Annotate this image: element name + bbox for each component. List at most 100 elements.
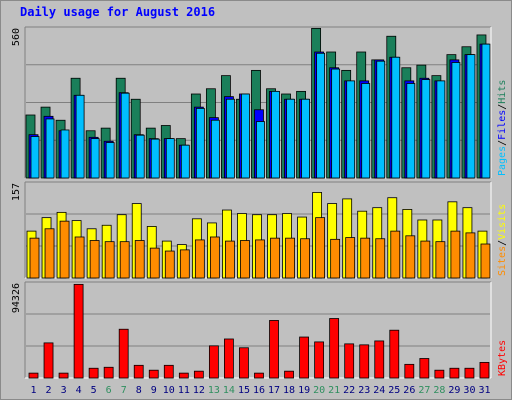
legend-1: Pages/Files/Hits: [497, 80, 508, 176]
x-tick-label: 8: [136, 385, 142, 396]
x-tick-label: 20: [313, 385, 325, 396]
pages-bar: [30, 136, 40, 179]
sites-bar: [315, 217, 326, 279]
legend-3: KBytes: [497, 340, 508, 376]
x-tick-label: 2: [46, 385, 52, 396]
x-tick-label: 1: [31, 385, 37, 396]
pages-bar: [436, 80, 446, 179]
x-tick-label: 17: [268, 385, 280, 396]
pages-bar: [120, 92, 130, 179]
sites-bar: [375, 238, 386, 279]
pages-bar: [180, 144, 190, 179]
kbytes-bar: [344, 343, 355, 379]
sites-bar: [29, 237, 40, 279]
pages-bar: [165, 138, 175, 179]
x-tick-label: 28: [433, 385, 445, 396]
kbytes-bar: [88, 367, 99, 379]
kbytes-bar: [329, 318, 340, 379]
x-tick-label: 31: [478, 385, 490, 396]
kbytes-bar: [464, 367, 475, 379]
pages-bar: [75, 94, 85, 179]
sites-bar: [134, 240, 145, 279]
sites-bar: [405, 235, 416, 279]
sites-bar: [194, 239, 205, 279]
pages-bar: [195, 108, 205, 179]
pages-bar: [241, 93, 250, 179]
sites-bar: [270, 237, 280, 279]
pages-bar: [45, 118, 55, 179]
x-tick-label: 5: [91, 385, 97, 396]
kbytes-bar: [103, 366, 114, 379]
kbytes-bar: [239, 347, 249, 379]
x-tick-label: 4: [76, 385, 82, 396]
x-tick-label: 24: [373, 385, 385, 396]
pages-bar: [60, 129, 70, 179]
sites-bar: [390, 230, 401, 279]
legend-entry: /: [497, 104, 508, 110]
pages-bar: [376, 60, 386, 179]
sites-bar: [119, 241, 130, 279]
x-tick-label: 13: [208, 385, 220, 396]
sites-bar: [225, 240, 235, 279]
legend-2: Sites/Visits: [497, 204, 508, 276]
sites-bar: [360, 237, 371, 279]
y-max-label-2: 157: [11, 183, 22, 201]
sites-bar: [74, 236, 85, 279]
kbytes-bar: [314, 341, 325, 379]
pages-bar: [286, 98, 295, 179]
x-tick-label: 21: [328, 385, 340, 396]
pages-bar: [391, 56, 401, 179]
kbytes-bar: [479, 361, 490, 379]
kbytes-bar: [193, 370, 204, 379]
legend-entry: /: [497, 240, 508, 246]
sites-bar: [44, 228, 55, 279]
legend-entry: Visits: [497, 204, 508, 240]
x-tick-label: 12: [193, 385, 205, 396]
x-tick-label: 27: [418, 385, 430, 396]
x-tick-label: 16: [253, 385, 265, 396]
page-title: Daily usage for August 2016: [20, 5, 216, 19]
pages-bar: [271, 90, 280, 179]
pages-bar: [210, 119, 220, 179]
pages-bar: [361, 83, 371, 179]
kbytes-bar: [118, 328, 129, 379]
kbytes-bar: [449, 367, 460, 379]
kbytes-bar: [28, 372, 39, 379]
sites-bar: [420, 240, 431, 279]
kbytes-bar: [133, 364, 144, 379]
kbytes-bar: [434, 369, 445, 379]
sites-bar: [345, 237, 356, 279]
sites-bar: [164, 250, 175, 279]
pages-bar: [331, 68, 341, 179]
pages-bar: [105, 142, 115, 179]
kbytes-bar: [374, 340, 385, 379]
sites-bar: [255, 239, 265, 279]
kbytes-bar: [284, 370, 294, 379]
pages-bar: [451, 62, 461, 179]
x-tick-label: 14: [223, 385, 235, 396]
x-tick-label: 7: [121, 385, 127, 396]
pages-bar: [316, 52, 326, 179]
legend-entry: Pages: [497, 146, 508, 176]
sites-bar: [89, 240, 100, 279]
pages-bar: [256, 121, 265, 179]
x-tick-label: 25: [388, 385, 400, 396]
x-tick-label: 6: [106, 385, 112, 396]
pages-bar: [150, 138, 160, 179]
kbytes-bar: [254, 372, 264, 379]
sites-bar: [300, 238, 310, 279]
sites-bar: [240, 240, 250, 279]
sites-bar: [179, 249, 190, 279]
pages-bar: [135, 134, 145, 179]
kbytes-bar: [224, 338, 234, 379]
x-tick-label: 11: [178, 385, 190, 396]
legend-entry: Hits: [497, 80, 508, 104]
x-tick-label: 3: [61, 385, 67, 396]
y-max-label-3: 94326: [11, 283, 22, 313]
kbytes-bar: [419, 358, 430, 379]
sites-bar: [285, 237, 295, 279]
sites-bar: [330, 238, 341, 279]
x-tick-label: 23: [358, 385, 370, 396]
legend-entry: /: [497, 140, 508, 146]
